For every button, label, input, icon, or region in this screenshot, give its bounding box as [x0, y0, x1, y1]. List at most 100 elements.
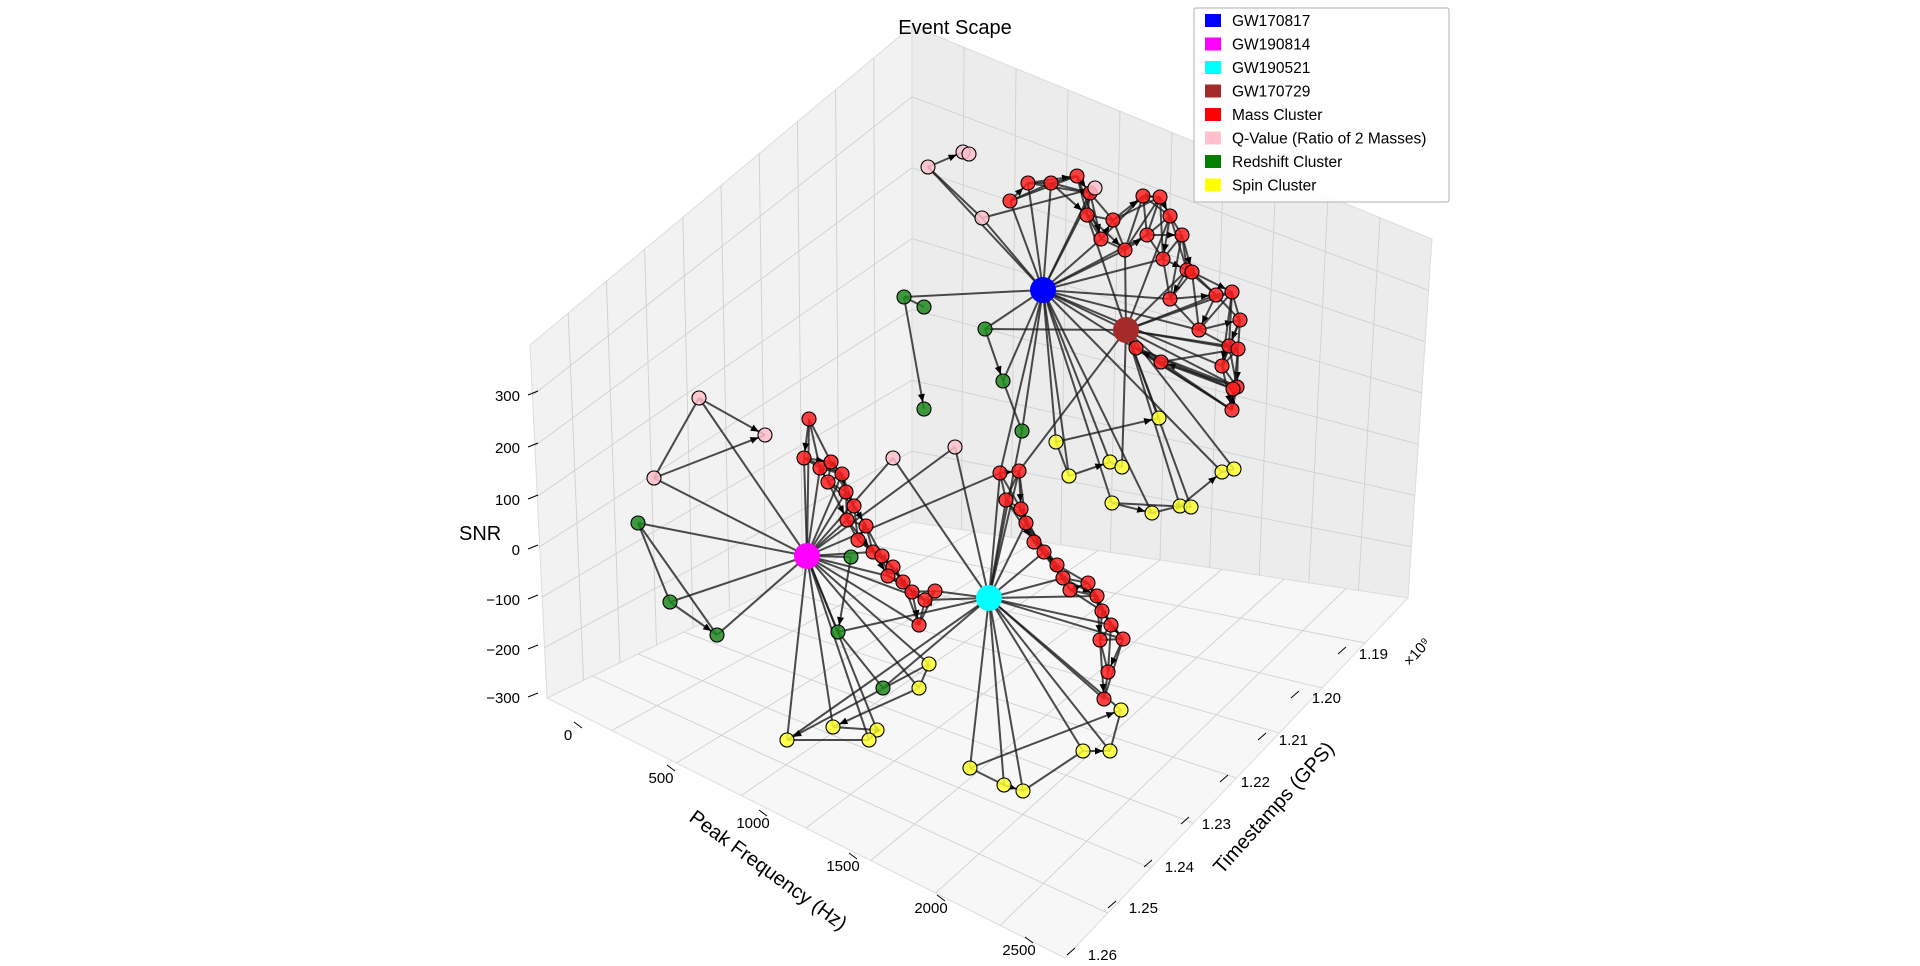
node-marker	[1055, 570, 1071, 586]
edge-line	[927, 166, 1044, 291]
node-marker	[1226, 461, 1242, 477]
edge-line	[969, 709, 1122, 769]
edge-line	[1042, 289, 1200, 331]
x-tick-mark	[758, 809, 768, 817]
node-marker	[1224, 402, 1240, 418]
edge-arrowhead	[1167, 231, 1175, 239]
edge-line	[981, 217, 1044, 291]
node-marker	[709, 627, 725, 643]
edge-line	[969, 597, 990, 769]
edge-line	[806, 555, 870, 741]
legend-swatch	[1205, 61, 1221, 74]
edge-line	[1009, 175, 1078, 202]
y-tick-mark	[1257, 732, 1267, 741]
grid-line	[870, 569, 1223, 861]
edge-line	[1022, 750, 1084, 792]
edge-line	[1042, 289, 1171, 300]
grid-line	[873, 57, 876, 540]
node-marker	[880, 568, 896, 584]
node-marker	[974, 210, 990, 226]
edge-line	[806, 467, 821, 557]
edge-line	[1125, 329, 1239, 350]
edge-line	[1002, 380, 1023, 432]
edge-line	[1124, 195, 1144, 251]
node-marker	[1018, 515, 1034, 531]
y-tick-mark	[1290, 690, 1300, 699]
node-marker	[1144, 505, 1160, 521]
edge-arrowhead	[1202, 314, 1209, 324]
node-marker	[1224, 284, 1240, 300]
edge-arrowhead	[1208, 476, 1217, 485]
node-marker	[1026, 534, 1042, 550]
node-marker	[992, 465, 1008, 481]
edge-arrowhead	[1014, 187, 1024, 197]
edge-line	[1124, 196, 1161, 251]
edge-line	[903, 296, 925, 410]
edge-line	[1107, 624, 1112, 673]
legend-swatch	[1205, 14, 1221, 27]
legend-entry-label: Q-Value (Ratio of 2 Masses)	[1232, 131, 1426, 148]
edge-line	[1198, 291, 1233, 331]
node-marker	[825, 719, 841, 735]
x-tick-mark	[666, 764, 676, 772]
node-marker	[1011, 463, 1027, 479]
edge-line	[716, 555, 808, 636]
edge-arrowhead	[855, 511, 863, 520]
node-marker	[998, 492, 1014, 508]
node-marker	[1020, 175, 1036, 191]
edge-line	[1042, 289, 1113, 504]
z-tick-mark	[527, 692, 539, 698]
edge-arrowhead	[750, 424, 759, 432]
grid-line	[534, 167, 913, 447]
grid-line	[935, 578, 1285, 894]
grid-line	[532, 96, 913, 396]
edge-arrowhead	[837, 505, 844, 514]
edge-line	[837, 597, 990, 633]
edge-arrowhead	[1095, 747, 1103, 755]
node-marker	[861, 732, 877, 748]
node-marker	[977, 321, 993, 337]
node-marker	[1117, 242, 1133, 258]
edge-line	[1027, 182, 1044, 291]
edge-line	[1121, 329, 1127, 468]
edge-line	[786, 555, 808, 741]
edge-line	[988, 597, 1122, 711]
node-marker	[1089, 588, 1105, 604]
node-marker	[1087, 180, 1103, 196]
event-node-B	[1030, 277, 1056, 303]
y-tick-mark	[1219, 774, 1229, 783]
legend-swatch	[1205, 178, 1221, 192]
node-marker	[1080, 575, 1096, 591]
node-marker	[839, 512, 855, 528]
node-marker	[1014, 423, 1030, 439]
z-tick-mark	[527, 594, 539, 600]
legend-entry-label: GW190814	[1232, 37, 1311, 54]
node-marker	[646, 470, 662, 486]
z-axis-label: SNR	[459, 523, 501, 545]
y-tick-label: 1.25	[1129, 900, 1158, 917]
edge-arrowhead	[877, 561, 885, 571]
legend-entry-label: Redshift Cluster	[1232, 154, 1342, 171]
node-marker	[1135, 188, 1151, 204]
grid-line	[605, 281, 621, 663]
event-node-M	[794, 543, 820, 569]
edge-line	[1135, 347, 1233, 411]
grid-line	[911, 450, 1412, 548]
edge-line	[984, 328, 1127, 331]
edge-line	[653, 477, 808, 557]
legend-entry-label: GW190521	[1232, 60, 1310, 77]
chart-title: Event Scape	[898, 17, 1011, 39]
edge-line	[927, 166, 983, 219]
node-marker	[920, 159, 936, 175]
node-marker	[850, 532, 866, 548]
edge-line	[999, 289, 1044, 474]
node-marker	[1162, 208, 1178, 224]
y-tick-mark	[1337, 646, 1347, 655]
edge-line	[837, 631, 884, 689]
edge-line	[1042, 289, 1111, 463]
event-node-C	[976, 585, 1002, 611]
z-tick-mark	[527, 390, 539, 396]
edge-line	[988, 597, 1111, 752]
